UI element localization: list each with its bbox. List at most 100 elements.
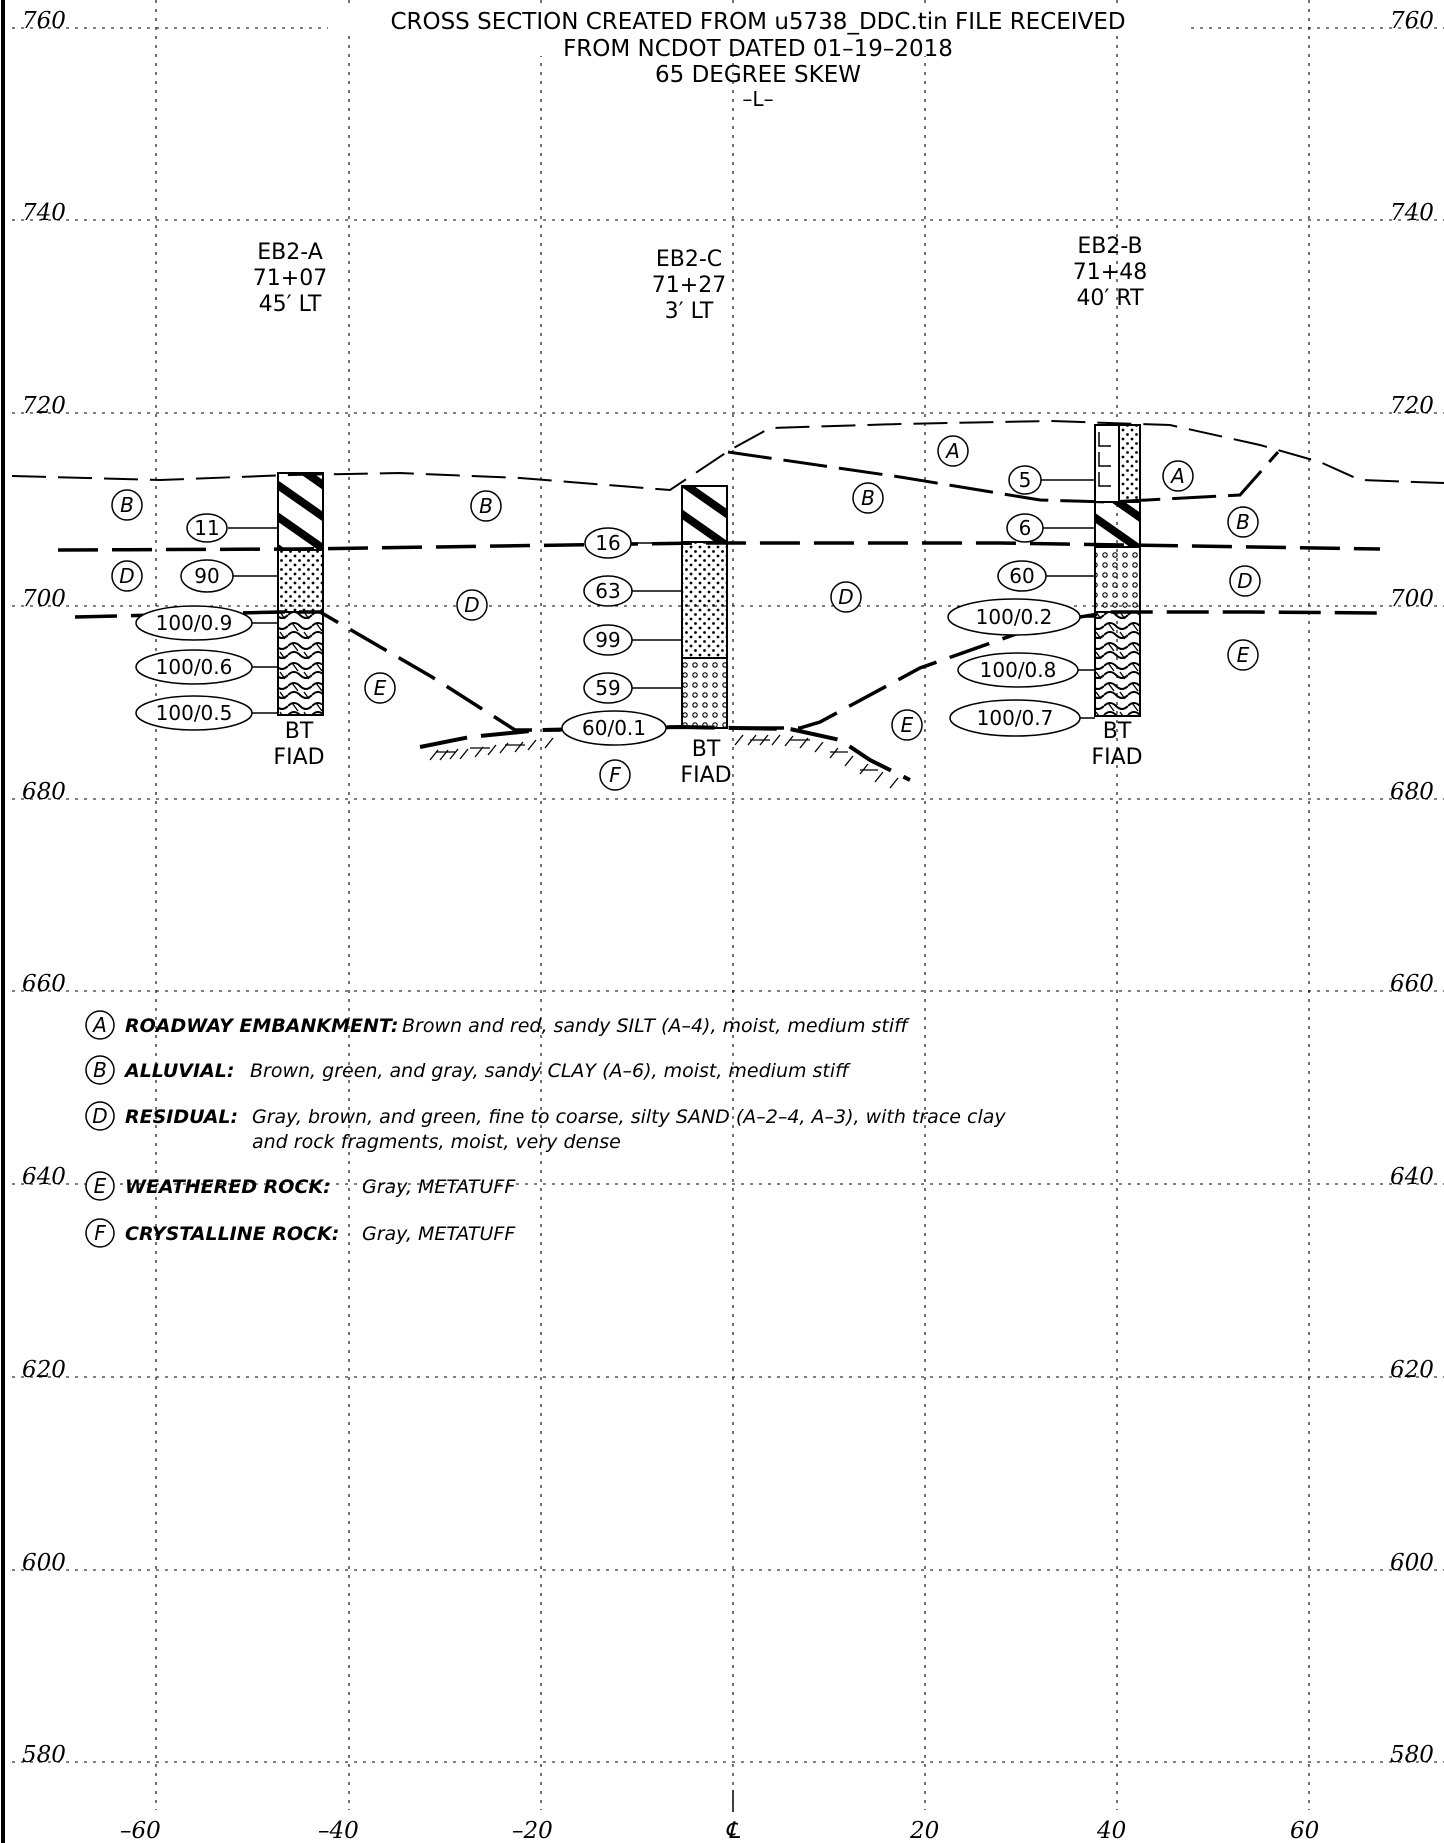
stratum-boundaries	[11, 419, 1444, 782]
legend-desc: Brown and red, sandy SILT (A–4), moist, …	[402, 1015, 910, 1037]
boring-station: 71+48	[1073, 260, 1147, 285]
elev-label: 660	[1390, 971, 1434, 997]
blow-count: 100/0.7	[977, 706, 1054, 730]
stratum-b-marker	[852, 482, 884, 514]
blow-count: 100/0.5	[156, 701, 233, 725]
termination-fiad: FIAD	[273, 745, 324, 770]
offset-label: 40	[1096, 1818, 1126, 1843]
stratum-f-marker	[599, 759, 631, 791]
elev-label: 760	[1390, 8, 1434, 34]
legend-desc-cont: and rock fragments, moist, very dense	[252, 1131, 621, 1153]
stratum-d-marker	[830, 581, 862, 613]
boring-log-eb2c	[681, 485, 728, 729]
title-line-1: CROSS SECTION CREATED FROM u5738_DDC.tin…	[390, 9, 1125, 35]
blow-counts-eb2b	[947, 465, 1095, 737]
legend-item-f: F CRYSTALLINE ROCK: Gray, METATUFF	[85, 1218, 516, 1248]
termination-fiad: FIAD	[1091, 745, 1142, 770]
termination-bt: BT	[285, 719, 314, 744]
legend-item-d: D RESIDUAL: Gray, brown, and green, fine…	[85, 1101, 1006, 1153]
boring-header-eb2c: EB2-C 71+27 3′ LT	[652, 247, 726, 324]
stratum-label: D	[838, 585, 853, 609]
boring-station: 71+07	[253, 266, 327, 291]
offset-label: –40	[318, 1818, 359, 1843]
legend-key: F	[94, 1221, 106, 1245]
termination-bt: BT	[692, 737, 721, 762]
legend-key: E	[94, 1174, 107, 1198]
stratum-d-marker	[456, 589, 488, 621]
legend-name: WEATHERED ROCK:	[125, 1176, 331, 1198]
elev-label: 640	[22, 1164, 66, 1190]
elevation-labels-right: 760 740 720 700 680 660 640 620 600 580	[1390, 8, 1434, 1768]
legend-name: CRYSTALLINE ROCK:	[125, 1223, 339, 1245]
offset-label: ℄	[725, 1818, 741, 1843]
stratum-b-marker	[1227, 506, 1259, 538]
stratum-label: E	[374, 676, 387, 700]
stratum-label: D	[464, 593, 479, 617]
blow-count: 60	[1009, 564, 1034, 588]
stratum-label: A	[1169, 464, 1185, 488]
termination-labels: BT FIAD BT FIAD BT FIAD	[273, 719, 1142, 788]
blow-count: 11	[194, 516, 219, 540]
blow-count: 100/0.6	[156, 655, 233, 679]
legend-key: B	[93, 1058, 107, 1082]
elev-label: 620	[22, 1357, 66, 1383]
title-block: CROSS SECTION CREATED FROM u5738_DDC.tin…	[328, 6, 1190, 111]
elevation-labels-left: 760 740 720 700 680 660 640 620 600 580	[22, 8, 66, 1768]
legend-item-a: A ROADWAY EMBANKMENT: Brown and red, san…	[85, 1010, 910, 1040]
blow-count: 100/0.2	[976, 605, 1053, 629]
stratum-label: A	[944, 439, 960, 463]
title-line-3: 65 DEGREE SKEW	[655, 62, 861, 88]
elev-label: 600	[22, 1550, 66, 1576]
legend-desc: Gray, brown, and green, fine to coarse, …	[252, 1106, 1006, 1128]
legend-desc: Gray, METATUFF	[362, 1223, 516, 1245]
blow-count: 5	[1019, 468, 1032, 492]
blow-counts-eb2c	[561, 527, 682, 746]
elev-label: 740	[22, 200, 66, 226]
embankment-base-line	[727, 450, 1280, 504]
boring-name: EB2-A	[257, 240, 323, 265]
rock-hatching	[429, 734, 899, 789]
boring-log-eb2b	[1094, 424, 1141, 717]
stratum-b-marker	[111, 489, 143, 521]
blow-count: 6	[1019, 516, 1032, 540]
blow-count: 100/0.9	[156, 611, 233, 635]
legend-item-b: B ALLUVIAL: Brown, green, and gray, sand…	[85, 1055, 851, 1085]
elev-label: 740	[1390, 200, 1434, 226]
stratum-e-marker	[364, 672, 396, 704]
stratum-a-marker	[1162, 460, 1194, 492]
stratum-label: B	[479, 494, 493, 518]
blow-count: 16	[595, 531, 620, 555]
stratum-label: E	[901, 713, 914, 737]
boring-name: EB2-B	[1077, 234, 1142, 259]
residual-rock-boundary-right	[742, 610, 1381, 730]
blow-counts-eb2a	[135, 513, 278, 731]
boring-name: EB2-C	[656, 247, 722, 272]
blow-count-labels-eb2b: 5 6 60 100/0.2 100/0.8 100/0.7	[976, 468, 1057, 730]
blow-count-labels-eb2c: 16 63 99 59 60/0.1	[582, 531, 646, 740]
elev-label: 680	[1390, 779, 1434, 805]
elev-label: 620	[1390, 1357, 1434, 1383]
legend-key: D	[92, 1104, 107, 1128]
blow-count: 60/0.1	[582, 716, 646, 740]
termination-fiad: FIAD	[680, 763, 731, 788]
blow-count: 100/0.8	[980, 658, 1057, 682]
legend: A ROADWAY EMBANKMENT: Brown and red, san…	[85, 1010, 1006, 1248]
legend-key: A	[91, 1013, 107, 1037]
boring-station: 71+27	[652, 273, 726, 298]
legend-name: ROADWAY EMBANKMENT:	[125, 1015, 398, 1037]
stratum-d-marker	[111, 560, 143, 592]
boring-header-eb2b: EB2-B 71+48 40′ RT	[1073, 234, 1147, 311]
elev-label: 720	[1390, 393, 1434, 419]
stratum-label: B	[861, 486, 875, 510]
stratum-label: E	[1237, 643, 1250, 667]
stratum-a-marker	[937, 435, 969, 467]
offset-label: 20	[909, 1818, 939, 1843]
elev-label: 680	[22, 779, 66, 805]
blow-count: 63	[595, 579, 620, 603]
boring-offset: 40′ RT	[1076, 286, 1144, 311]
blow-count: 59	[595, 676, 620, 700]
elev-label: 660	[22, 971, 66, 997]
boring-log-eb2a	[277, 472, 324, 716]
boring-header-eb2a: EB2-A 71+07 45′ LT	[253, 240, 327, 317]
